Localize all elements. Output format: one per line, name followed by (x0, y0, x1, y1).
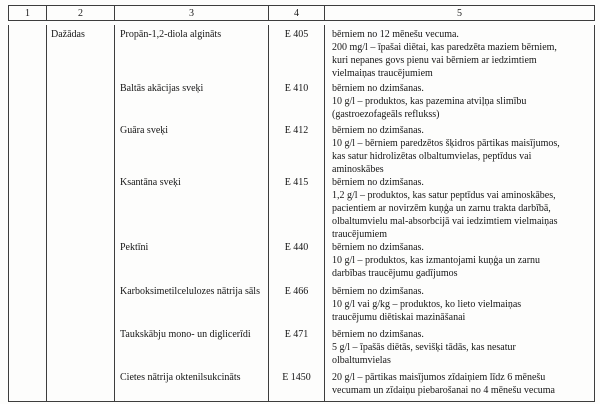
description-cell: bērniem no dzimšanas. 1,2 g/l – produkto… (324, 176, 594, 241)
substance-cell: Propān-1,2-diola algināts (114, 25, 268, 82)
description-cell: bērniem no dzimšanas. 5 g/l – īpašās diē… (324, 328, 594, 371)
code-cell: E 405 (268, 25, 324, 82)
category-cell (46, 176, 114, 241)
substance-cell: Taukskābju mono- un diglicerīdi (114, 328, 268, 371)
table-row: Dažādas Propān-1,2-diola algināts E 405 … (9, 25, 594, 82)
table-row: Karboksimetilcelulozes nātrija sāls E 46… (9, 285, 594, 328)
substance-cell: Cietes nātrija oktenilsukcināts (114, 371, 268, 401)
empty-cell (9, 328, 46, 371)
table-row: Taukskābju mono- un diglicerīdi E 471 bē… (9, 328, 594, 371)
code-cell: E 466 (268, 285, 324, 328)
column-number-header: 4 (268, 6, 324, 20)
column-number-header: 2 (46, 6, 114, 20)
substance-cell: Baltās akācijas sveķi (114, 82, 268, 124)
code-cell: E 410 (268, 82, 324, 124)
table-row: Ksantāna sveķi E 415 bērniem no dzimšana… (9, 176, 594, 241)
substance-cell: Guāra sveķi (114, 124, 268, 176)
table-row: Pektīni E 440 bērniem no dzimšanas. 10 g… (9, 241, 594, 285)
table-body: Dažādas Propān-1,2-diola algināts E 405 … (8, 25, 595, 402)
empty-cell (9, 371, 46, 401)
category-cell (46, 124, 114, 176)
empty-cell (9, 25, 46, 82)
column-number-header: 3 (114, 6, 268, 20)
empty-cell (9, 176, 46, 241)
category-cell (46, 371, 114, 401)
category-cell (46, 82, 114, 124)
empty-cell (9, 241, 46, 285)
description-cell: bērniem no dzimšanas. 10 g/l – produktos… (324, 82, 594, 124)
table-row: Guāra sveķi E 412 bērniem no dzimšanas. … (9, 124, 594, 176)
description-cell: 20 g/l – pārtikas maisījumos zīdaiņiem l… (324, 371, 594, 401)
table-row: Cietes nātrija oktenilsukcināts E 1450 2… (9, 371, 594, 401)
category-cell (46, 328, 114, 371)
category-cell: Dažādas (46, 25, 114, 82)
description-cell: bērniem no dzimšanas. 10 g/l – bērniem p… (324, 124, 594, 176)
substance-cell: Ksantāna sveķi (114, 176, 268, 241)
description-cell: bērniem no dzimšanas. 10 g/l – produktos… (324, 241, 594, 285)
empty-cell (9, 82, 46, 124)
substance-cell: Pektīni (114, 241, 268, 285)
column-number-header: 5 (324, 6, 594, 20)
description-cell: bērniem no 12 mēnešu vecuma. 200 mg/l – … (324, 25, 594, 82)
code-cell: E 1450 (268, 371, 324, 401)
code-cell: E 440 (268, 241, 324, 285)
description-cell: bērniem no dzimšanas. 10 g/l vai g/kg – … (324, 285, 594, 328)
code-cell: E 471 (268, 328, 324, 371)
empty-cell (9, 285, 46, 328)
code-cell: E 415 (268, 176, 324, 241)
table-header: 1 2 3 4 5 (8, 5, 595, 21)
code-cell: E 412 (268, 124, 324, 176)
column-number-header: 1 (25, 7, 30, 19)
substance-cell: Karboksimetilcelulozes nātrija sāls (114, 285, 268, 328)
table-row: Baltās akācijas sveķi E 410 bērniem no d… (9, 82, 594, 124)
category-cell (46, 241, 114, 285)
category-cell (46, 285, 114, 328)
empty-cell (9, 124, 46, 176)
